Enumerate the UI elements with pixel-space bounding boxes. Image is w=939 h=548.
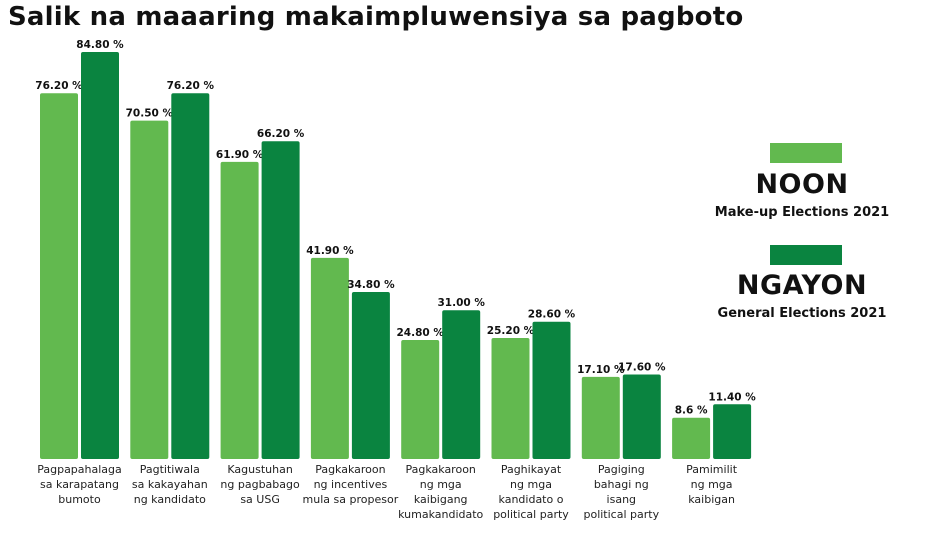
- data-label-ngayon-5: 31.00 %: [438, 297, 486, 309]
- category-label-1: Pagpapahalaga sa karapatang bumoto: [37, 463, 122, 506]
- bar-noon-4: [310, 257, 349, 459]
- legend-label-ngayon: NGAYON: [736, 270, 868, 301]
- bar-ngayon-3: [261, 141, 300, 460]
- category-label-3: Kagustuhan ng pagbabago sa USG: [220, 463, 300, 506]
- bar-ngayon-4: [351, 291, 390, 459]
- bar-ngayon-6: [532, 321, 571, 459]
- bar-ngayon-7: [622, 374, 661, 459]
- data-label-ngayon-3: 66.20 %: [257, 128, 305, 140]
- category-label-7: Pagiging bahagi ng isang political party: [583, 463, 659, 521]
- data-label-ngayon-2: 76.20 %: [167, 80, 215, 92]
- data-label-noon-6: 25.20 %: [487, 325, 535, 337]
- bar-ngayon-5: [442, 310, 481, 459]
- data-label-noon-7: 17.10 %: [577, 364, 625, 376]
- bar-noon-1: [40, 93, 78, 460]
- legend-swatch-noon: [770, 143, 842, 163]
- bar-noon-7: [581, 376, 620, 459]
- category-label-5: Pagkakaroon ng mga kaibigang kumakandidato: [398, 463, 483, 521]
- legend-label-noon: NOON: [755, 169, 849, 200]
- data-label-ngayon-6: 28.60 %: [528, 309, 576, 321]
- bar-noon-8: [672, 417, 711, 459]
- bar-noon-3: [220, 161, 259, 459]
- data-label-ngayon-7: 17.60 %: [618, 362, 666, 374]
- data-label-noon-1: 76.20 %: [35, 80, 83, 92]
- bar-noon-6: [491, 338, 530, 459]
- data-label-noon-3: 61.90 %: [216, 149, 264, 161]
- data-label-noon-4: 41.90 %: [306, 245, 354, 257]
- category-label-2: Pagtitiwala sa kakayahan ng kandidato: [132, 463, 208, 506]
- data-label-noon-5: 24.80 %: [397, 327, 445, 339]
- data-label-ngayon-8: 11.40 %: [708, 391, 756, 403]
- data-label-noon-8: 8.6 %: [675, 405, 708, 417]
- data-label-ngayon-4: 34.80 %: [347, 279, 395, 291]
- data-label-ngayon-1: 84.80 %: [76, 39, 124, 51]
- category-label-8: Pamimilit ng mga kaibigan: [686, 463, 738, 506]
- category-label-6: Paghikayat ng mga kandidato o political par…: [493, 463, 569, 521]
- data-label-noon-2: 70.50 %: [126, 108, 174, 120]
- legend-swatch-ngayon: [770, 245, 842, 265]
- bar-noon-2: [130, 120, 169, 459]
- bar-ngayon-8: [713, 404, 752, 459]
- bar-ngayon-2: [171, 93, 210, 460]
- bar-noon-5: [401, 339, 440, 459]
- category-label-4: Pagkakaroon ng incentives mula sa propesor: [303, 463, 399, 506]
- legend-subtitle-noon: Make-up Elections 2021: [714, 205, 890, 220]
- legend-subtitle-ngayon: General Elections 2021: [717, 306, 887, 321]
- bar-ngayon-1: [81, 51, 119, 460]
- chart-title: Salik na maaaring makaimpluwensiya sa pa…: [8, 2, 744, 32]
